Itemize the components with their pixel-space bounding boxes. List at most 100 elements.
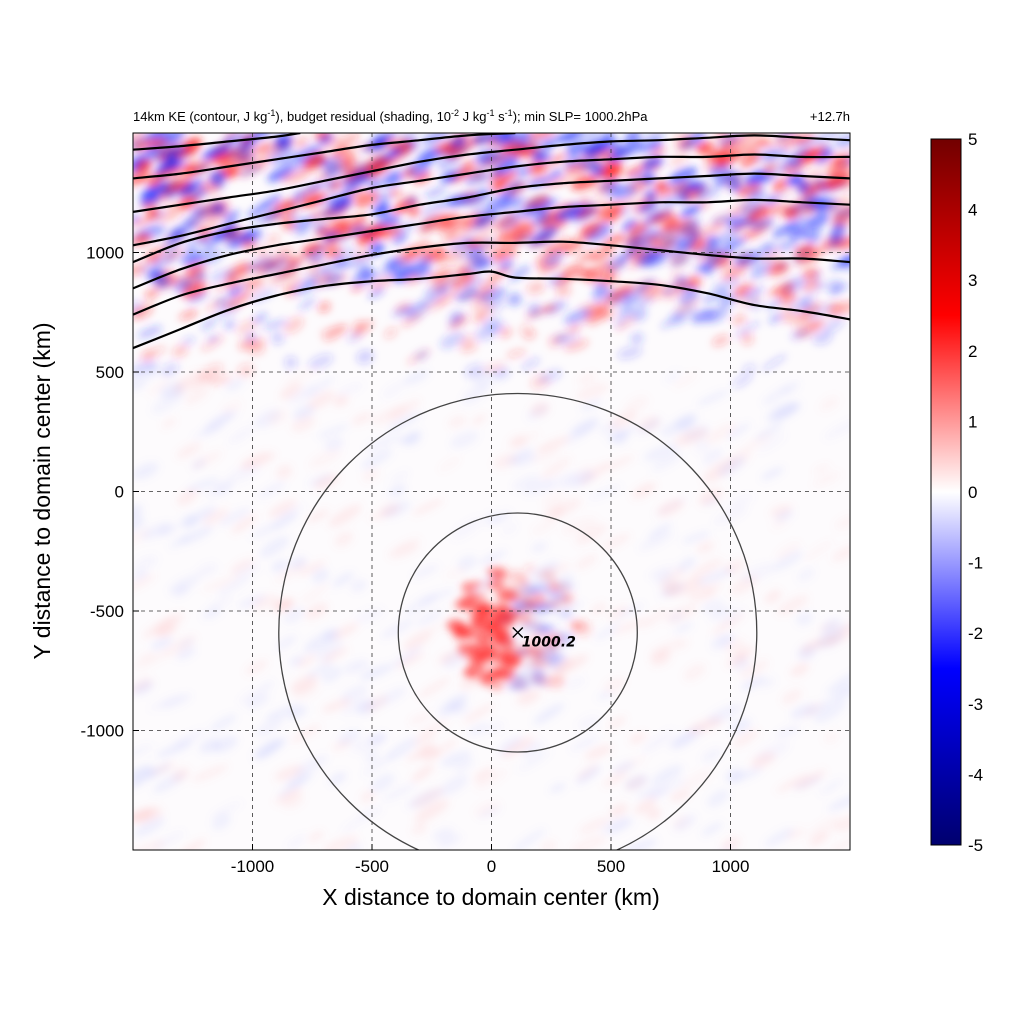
colorbar-tick-label: -3 — [968, 695, 983, 714]
residual-cell — [637, 200, 659, 213]
residual-cell — [133, 680, 154, 695]
residual-cell — [830, 213, 846, 228]
residual-cell — [548, 601, 584, 618]
residual-cell — [149, 267, 162, 280]
residual-cell — [133, 817, 165, 837]
residual-cell — [133, 133, 146, 144]
residual-cell — [241, 278, 262, 287]
residual-cell — [500, 624, 535, 648]
residual-cell — [279, 382, 302, 400]
residual-cell — [525, 671, 552, 687]
residual-cell — [571, 620, 583, 632]
residual-cell — [140, 133, 160, 143]
residual-cell — [267, 499, 297, 518]
x-tick-label: -500 — [355, 857, 389, 876]
range-ring — [397, 512, 638, 753]
residual-cell — [556, 573, 575, 587]
residual-cell — [613, 618, 648, 634]
residual-cell — [598, 421, 620, 435]
residual-cell — [306, 660, 333, 679]
residual-cell — [707, 789, 730, 808]
residual-cell — [696, 540, 715, 554]
residual-cell — [133, 779, 144, 790]
residual-cell — [639, 141, 663, 152]
residual-cell — [701, 747, 723, 763]
residual-cell — [133, 149, 154, 168]
residual-cell — [793, 137, 822, 151]
residual-cell — [298, 560, 326, 577]
residual-cell — [488, 626, 508, 636]
residual-cell — [531, 542, 548, 553]
ke-contour-line — [133, 240, 850, 316]
colorbar-tick-label: -5 — [968, 836, 983, 855]
residual-cell — [826, 160, 850, 177]
residual-cell — [726, 422, 751, 440]
residual-cell — [521, 357, 540, 371]
residual-cell — [404, 434, 422, 446]
ke-contour-line — [133, 198, 850, 290]
y-tick-label: 500 — [96, 363, 124, 382]
residual-cell — [567, 323, 582, 335]
residual-cell — [629, 732, 647, 744]
residual-cell — [471, 413, 487, 426]
residual-cell — [451, 271, 474, 290]
residual-cell — [274, 208, 298, 221]
residual-cell — [615, 315, 637, 331]
residual-cell — [564, 422, 597, 445]
residual-cell — [322, 647, 349, 663]
residual-cell — [478, 550, 508, 565]
residual-cell — [436, 276, 457, 285]
residual-cell — [252, 312, 268, 324]
residual-cell — [332, 218, 352, 234]
residual-cell — [143, 182, 170, 193]
residual-cell — [512, 452, 537, 467]
residual-cell — [779, 308, 797, 323]
residual-cell — [819, 778, 844, 796]
residual-cell — [478, 287, 507, 302]
residual-cell — [580, 267, 599, 277]
residual-cell — [642, 729, 675, 753]
residual-cell — [576, 382, 609, 401]
residual-cell — [269, 255, 294, 268]
residual-cell — [298, 584, 329, 605]
residual-cell — [328, 504, 362, 528]
residual-cell — [510, 584, 533, 597]
residual-cell — [764, 161, 780, 173]
residual-cell — [227, 287, 242, 298]
residual-cell — [344, 223, 370, 236]
residual-cell — [417, 223, 431, 237]
residual-cell — [576, 373, 598, 384]
residual-cell — [353, 191, 380, 208]
residual-cell — [636, 252, 657, 268]
residual-cell — [137, 325, 163, 339]
residual-cell — [401, 167, 417, 180]
residual-cell — [237, 594, 266, 609]
residual-cell — [740, 133, 765, 140]
residual-cell — [133, 462, 159, 480]
colorbar-tick-label: 0 — [968, 483, 977, 502]
residual-cell — [621, 234, 640, 245]
residual-cell — [619, 207, 632, 216]
plot-area: 1000.2 — [132, 132, 851, 851]
residual-cell — [459, 590, 490, 608]
residual-cell — [403, 630, 432, 652]
x-tick-label: -1000 — [231, 857, 274, 876]
residual-cell — [797, 567, 815, 582]
residual-cell — [382, 783, 417, 802]
residual-cell — [443, 212, 461, 229]
residual-cell — [668, 731, 697, 749]
residual-cell — [380, 619, 415, 639]
residual-cell — [516, 689, 541, 706]
colorbar-tick-label: 1 — [968, 412, 977, 431]
residual-cell — [362, 468, 380, 482]
residual-cell — [506, 348, 527, 359]
residual-cell — [388, 484, 406, 497]
residual-cell — [240, 451, 270, 470]
residual-cell — [315, 639, 344, 661]
residual-cell — [416, 609, 444, 627]
residual-cell — [719, 608, 745, 626]
residual-cell — [812, 464, 831, 474]
residual-cell — [803, 540, 833, 561]
residual-cell — [582, 195, 608, 213]
